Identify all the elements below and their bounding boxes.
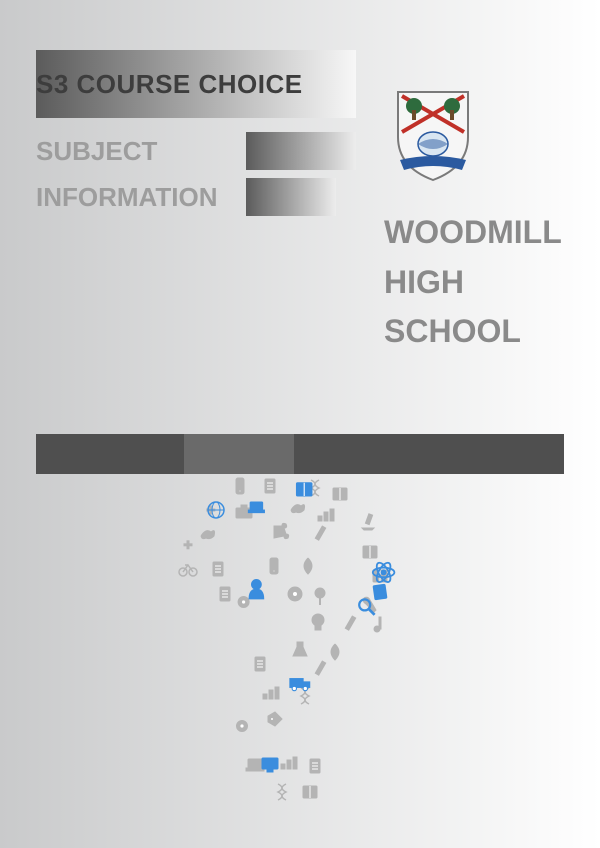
book4-icon <box>303 786 317 798</box>
book2-icon <box>363 546 377 558</box>
divider-band <box>36 434 564 474</box>
book-icon <box>333 488 347 500</box>
school-crest <box>388 82 478 182</box>
phone-icon <box>236 478 244 494</box>
bird-icon <box>291 505 305 513</box>
divider-band-segment <box>184 434 294 474</box>
subtitle-block: SUBJECT INFORMATION <box>36 132 356 216</box>
subtitle-line1: SUBJECT <box>36 136 236 167</box>
decorative-bar-1 <box>246 132 356 170</box>
header-block: S3 COURSE CHOICE SUBJECT INFORMATION <box>36 50 356 224</box>
phone2-icon <box>270 558 278 574</box>
tag-icon <box>268 712 282 726</box>
pin-icon <box>315 588 325 605</box>
document-icon <box>265 479 275 493</box>
bike-icon <box>179 565 197 576</box>
pencil-icon <box>315 526 325 540</box>
microscope-icon <box>362 514 374 530</box>
leaf2-icon <box>331 644 339 660</box>
leaf-icon <box>304 558 312 574</box>
bird2-icon <box>201 531 215 539</box>
doc5-icon <box>310 759 320 773</box>
school-name-line1: WOODMILL <box>384 208 562 258</box>
plus2-icon <box>184 541 192 549</box>
laptop-icon <box>246 759 264 771</box>
globe-accent-icon <box>208 502 224 518</box>
chart-icon <box>318 509 334 521</box>
subtitle-line2: INFORMATION <box>36 182 236 213</box>
title-bar: S3 COURSE CHOICE <box>36 50 356 118</box>
pencil3-icon <box>315 661 325 675</box>
gear3-icon <box>236 720 247 731</box>
music-icon <box>374 617 381 632</box>
chart3-icon <box>281 757 297 769</box>
school-name-line3: SCHOOL <box>384 307 562 357</box>
question-mark-graphic <box>170 474 400 814</box>
doc3-icon <box>220 587 230 601</box>
laptop-accent-icon <box>248 502 264 513</box>
decorative-bar-2 <box>246 178 336 216</box>
doc4-icon <box>255 657 265 671</box>
page-title: S3 COURSE CHOICE <box>36 69 303 100</box>
school-name: WOODMILL HIGH SCHOOL <box>384 208 562 357</box>
gear-icon <box>288 587 302 601</box>
gear2-icon <box>238 596 249 607</box>
doc2-icon <box>213 562 223 576</box>
book-accent-icon <box>297 483 312 496</box>
puzzle-icon <box>274 523 289 538</box>
pencil2-icon <box>345 616 355 630</box>
truck-accent-icon <box>290 679 310 691</box>
person-accent-icon <box>249 580 263 599</box>
bulb-icon <box>312 614 324 630</box>
dna3-icon <box>278 784 286 800</box>
school-name-line2: HIGH <box>384 258 562 308</box>
note-accent-icon <box>373 584 387 600</box>
flask-icon <box>293 642 307 656</box>
chart2-icon <box>263 687 279 699</box>
